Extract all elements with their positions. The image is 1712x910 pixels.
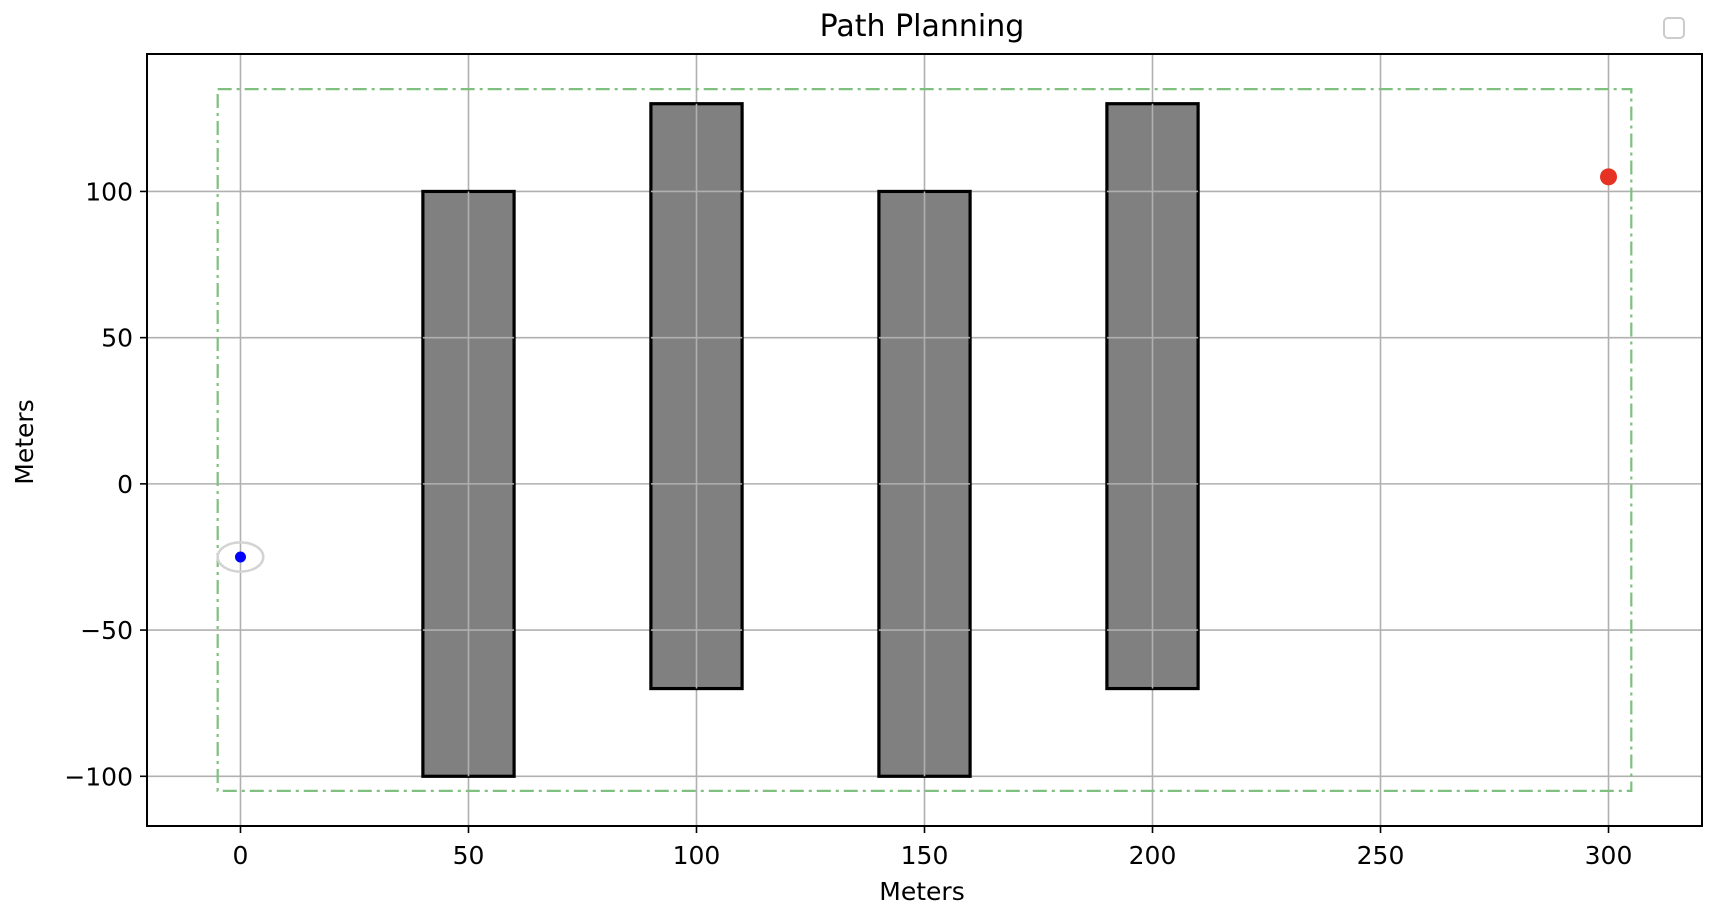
boundary-layer xyxy=(216,87,1633,793)
x-tick-label: 50 xyxy=(453,841,485,870)
y-tick-label: −100 xyxy=(64,762,133,791)
x-axis-label: Meters xyxy=(879,877,964,906)
x-tick-label: 200 xyxy=(1129,841,1177,870)
markers xyxy=(216,168,1618,573)
y-tick-label: 100 xyxy=(85,177,133,206)
x-tick-label: 0 xyxy=(233,841,249,870)
x-tick-label: 300 xyxy=(1585,841,1633,870)
obstacles xyxy=(421,102,1200,778)
y-tick-label: 50 xyxy=(101,324,133,353)
x-tick-label: 100 xyxy=(673,841,721,870)
x-axis-ticks: 0 50 100 150 200 250 300 xyxy=(233,826,1633,870)
y-axis-label: Meters xyxy=(10,399,39,484)
x-tick-label: 150 xyxy=(901,841,949,870)
y-axis-ticks: −100 −50 0 50 100 xyxy=(64,177,147,791)
boundary-rectangle xyxy=(216,87,1633,793)
start-point xyxy=(234,551,246,563)
legend-box xyxy=(1663,17,1685,39)
chart-title: Path Planning xyxy=(820,9,1025,44)
y-tick-label: −50 xyxy=(80,616,133,645)
start-ring xyxy=(216,541,265,573)
y-tick-label: 0 xyxy=(117,470,133,499)
goal-point xyxy=(1600,168,1618,186)
x-tick-label: 250 xyxy=(1357,841,1405,870)
